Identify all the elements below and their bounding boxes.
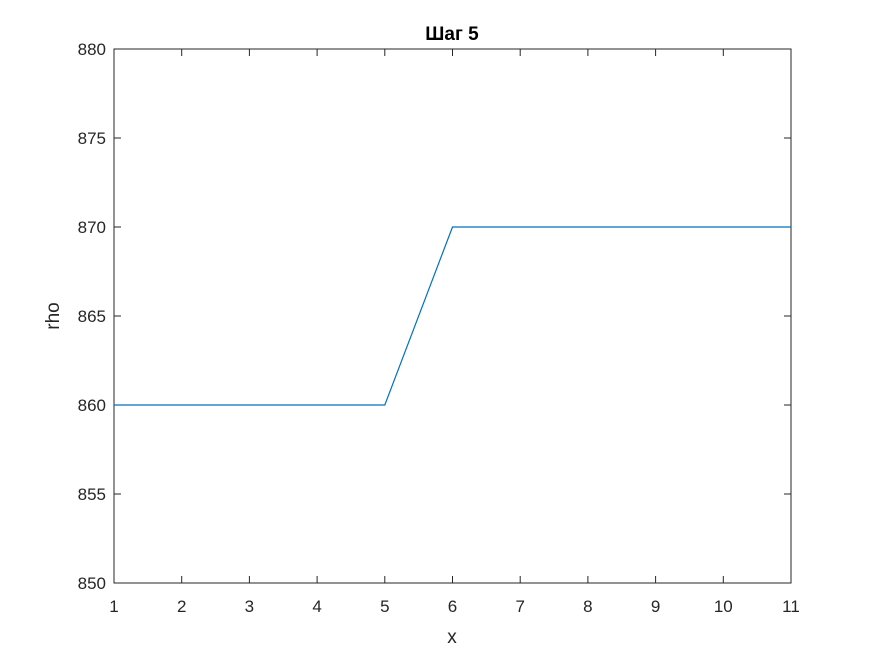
x-tick-label: 2 [177, 597, 186, 616]
data-point [587, 226, 588, 227]
series-line-0 [114, 226, 791, 406]
data-point [452, 226, 453, 227]
series-layer [113, 226, 791, 406]
data-point [520, 226, 521, 227]
x-tick-label: 11 [782, 597, 800, 616]
x-tick-label: 9 [651, 597, 660, 616]
y-tick-label: 855 [78, 485, 106, 504]
y-tick-label: 860 [78, 396, 106, 415]
chart-title: Шаг 5 [425, 24, 479, 45]
plot-area [113, 48, 792, 584]
data-point [384, 404, 385, 405]
x-tick-label: 6 [448, 597, 457, 616]
x-tick-label: 1 [109, 597, 118, 616]
x-tick-label: 7 [515, 597, 524, 616]
data-point [181, 404, 182, 405]
x-axis: 1 2 3 4 5 6 7 8 9 10 11 [109, 49, 800, 616]
x-axis-label: x [447, 627, 457, 648]
y-axis: 850 855 860 865 870 875 880 [78, 40, 791, 593]
data-point [317, 404, 318, 405]
x-tick-label: 10 [714, 597, 733, 616]
x-tick-label: 3 [245, 597, 254, 616]
data-point [249, 404, 250, 405]
y-tick-label: 880 [78, 40, 106, 59]
y-tick-label: 870 [78, 218, 106, 237]
y-axis-label: rho [43, 302, 64, 329]
y-tick-label: 865 [78, 307, 106, 326]
data-point [790, 226, 791, 227]
y-tick-label: 850 [78, 574, 106, 593]
x-tick-label: 8 [583, 597, 592, 616]
axes-box [113, 48, 792, 584]
x-tick-label: 5 [380, 597, 389, 616]
data-point [655, 226, 656, 227]
y-tick-label: 875 [78, 129, 106, 148]
data-point [723, 226, 724, 227]
data-point [113, 404, 114, 405]
x-tick-label: 4 [312, 597, 321, 616]
